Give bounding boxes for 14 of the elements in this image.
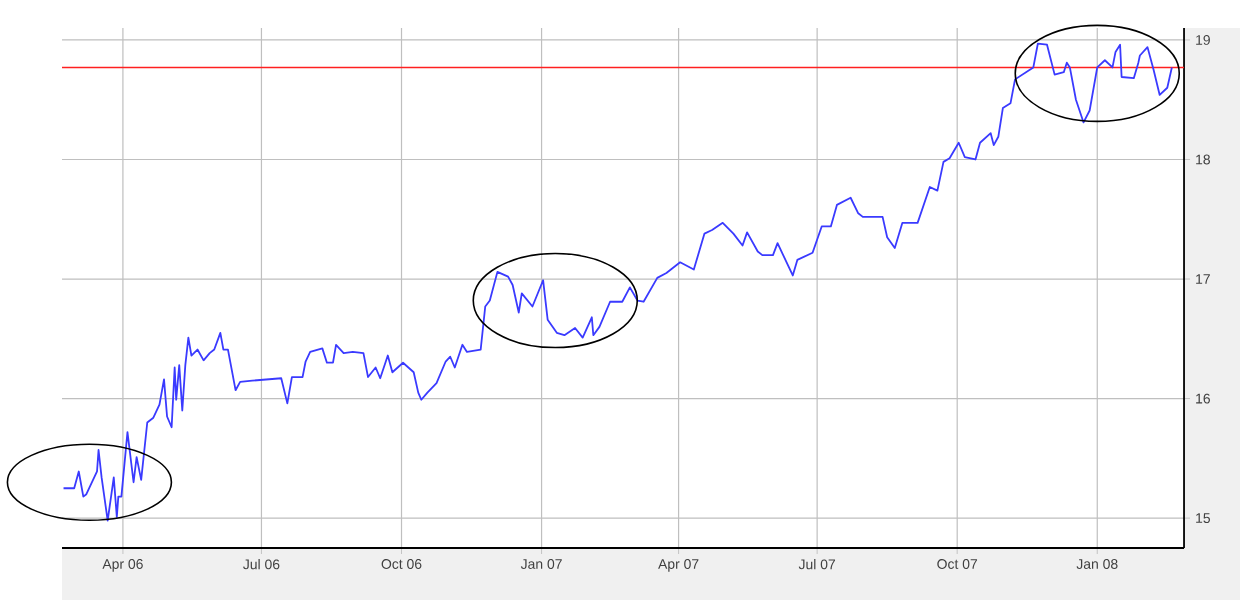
x-tick-label: Jan 08 [1076,559,1118,569]
line-series [62,42,1173,522]
x-tick-label: Jul 07 [798,559,836,570]
y-tick-label: 15 [1196,513,1210,523]
y-tick-label: 17 [1196,274,1210,284]
x-tick-label: Oct 06 [381,559,422,569]
x-tick-label: Apr 07 [658,559,699,572]
x-tick-label: Oct 07 [937,559,978,569]
x-tick-label: Jan 07 [520,559,562,569]
y-tick-label: 18 [1196,154,1210,165]
y-tick-label: 19 [1196,35,1210,45]
y-tick-label: 16 [1196,393,1210,404]
x-tick-label: Apr 06 [102,559,143,572]
x-tick-label: Jul 06 [243,559,280,570]
